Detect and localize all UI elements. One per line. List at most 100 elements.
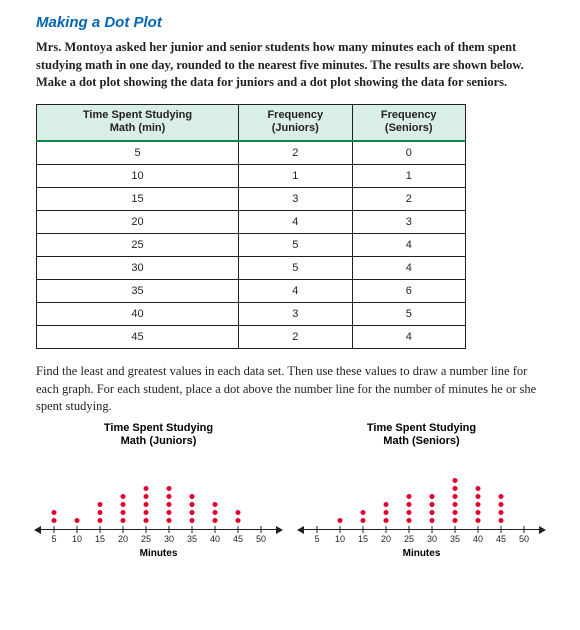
dot xyxy=(167,510,172,515)
tick-label: 25 xyxy=(141,534,151,544)
dot xyxy=(384,502,389,507)
intro-text: Mrs. Montoya asked her junior and senior… xyxy=(36,39,544,92)
table-cell: 0 xyxy=(352,141,466,165)
dot xyxy=(430,494,435,499)
dot xyxy=(144,486,149,491)
table-row: 1011 xyxy=(37,165,466,188)
page: { "title": "Making a Dot Plot", "intro":… xyxy=(0,0,580,630)
table-cell: 25 xyxy=(37,234,239,257)
dot-area xyxy=(36,451,281,525)
plot-title: Time Spent StudyingMath (Juniors) xyxy=(36,422,281,450)
dot xyxy=(144,502,149,507)
dot xyxy=(430,510,435,515)
tick-label: 15 xyxy=(358,534,368,544)
table-cell: 40 xyxy=(37,303,239,326)
table-cell: 4 xyxy=(239,280,352,303)
dot xyxy=(167,486,172,491)
arrow-left-icon xyxy=(297,526,304,534)
table-row: 2554 xyxy=(37,234,466,257)
dot xyxy=(52,510,57,515)
tick xyxy=(146,526,147,533)
dot xyxy=(190,510,195,515)
dot xyxy=(98,510,103,515)
tick xyxy=(409,526,410,533)
tick-label: 10 xyxy=(72,534,82,544)
dot xyxy=(361,518,366,523)
table-cell: 1 xyxy=(239,165,352,188)
tick xyxy=(501,526,502,533)
dot xyxy=(499,518,504,523)
dot xyxy=(98,502,103,507)
axis-title: Minutes xyxy=(36,548,281,559)
table-cell: 5 xyxy=(239,234,352,257)
tick-label: 40 xyxy=(210,534,220,544)
tick xyxy=(169,526,170,533)
dot xyxy=(144,494,149,499)
axis: 5101520253035404550 xyxy=(299,525,544,547)
tick-label: 20 xyxy=(118,534,128,544)
dot-plot: Time Spent StudyingMath (Seniors)5101520… xyxy=(299,422,544,560)
tick-label: 15 xyxy=(95,534,105,544)
dot xyxy=(499,510,504,515)
dot xyxy=(361,510,366,515)
dot xyxy=(190,502,195,507)
tick xyxy=(363,526,364,533)
tick xyxy=(215,526,216,533)
table-cell: 2 xyxy=(352,188,466,211)
dot xyxy=(190,518,195,523)
dot-plots-row: Time Spent StudyingMath (Juniors) 5 10 15 20… xyxy=(36,422,544,560)
dot xyxy=(121,502,126,507)
dot xyxy=(213,510,218,515)
table-cell: 6 xyxy=(352,280,466,303)
dot xyxy=(121,518,126,523)
tick-label: 20 xyxy=(381,534,391,544)
dot xyxy=(144,510,149,515)
table-row: 4035 xyxy=(37,303,466,326)
tick-label: 30 xyxy=(164,534,174,544)
axis: 5101520253035404550 xyxy=(36,525,281,547)
dot xyxy=(213,518,218,523)
tick xyxy=(317,526,318,533)
table-cell: 15 xyxy=(37,188,239,211)
table-row: 3054 xyxy=(37,257,466,280)
tick xyxy=(100,526,101,533)
col-header-time: Time Spent StudyingMath (min) xyxy=(37,104,239,141)
dot xyxy=(52,518,57,523)
caption-text: Find the least and greatest values in ea… xyxy=(36,363,544,416)
table-cell: 5 xyxy=(37,141,239,165)
dot xyxy=(476,518,481,523)
frequency-table: Time Spent StudyingMath (min) Frequency(… xyxy=(36,104,466,350)
dot xyxy=(144,518,149,523)
dot xyxy=(75,518,80,523)
tick xyxy=(238,526,239,533)
tick xyxy=(478,526,479,533)
arrow-right-icon xyxy=(276,526,283,534)
tick xyxy=(123,526,124,533)
dot xyxy=(453,494,458,499)
dot xyxy=(499,494,504,499)
dot xyxy=(430,518,435,523)
table-cell: 5 xyxy=(239,257,352,280)
dot xyxy=(121,510,126,515)
tick-label: 25 xyxy=(404,534,414,544)
table-cell: 2 xyxy=(239,141,352,165)
table-row: 2043 xyxy=(37,211,466,234)
dot-area xyxy=(299,451,544,525)
dot xyxy=(453,502,458,507)
tick-label: 35 xyxy=(187,534,197,544)
dot xyxy=(213,502,218,507)
tick xyxy=(54,526,55,533)
tick-label: 30 xyxy=(427,534,437,544)
tick xyxy=(192,526,193,533)
table-cell: 3 xyxy=(352,211,466,234)
col-header-juniors: Frequency(Juniors) xyxy=(239,104,352,141)
table-cell: 4 xyxy=(239,211,352,234)
table-row: 3546 xyxy=(37,280,466,303)
tick-label: 40 xyxy=(473,534,483,544)
tick-label: 45 xyxy=(496,534,506,544)
dot xyxy=(453,510,458,515)
tick-label: 5 xyxy=(51,534,56,544)
dot xyxy=(121,494,126,499)
dot xyxy=(476,494,481,499)
dot xyxy=(236,510,241,515)
